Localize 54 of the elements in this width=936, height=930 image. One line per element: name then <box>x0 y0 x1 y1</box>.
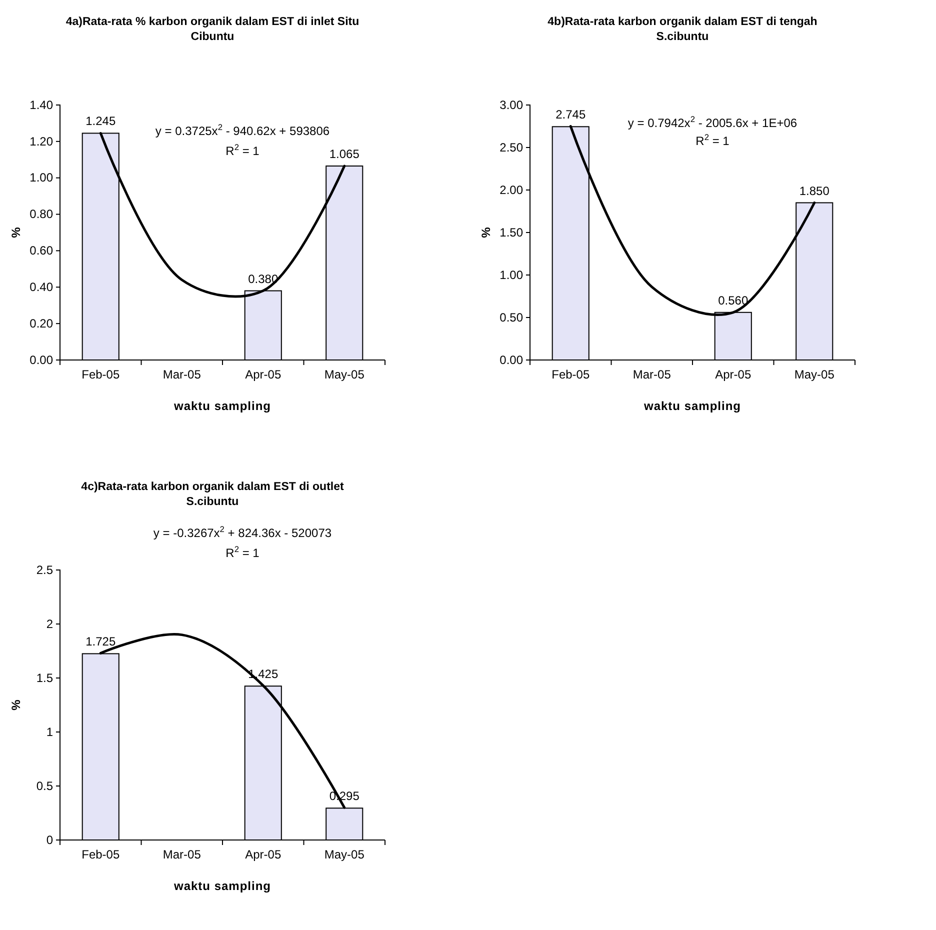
y-tick-label: 0.5 <box>36 778 54 793</box>
y-tick-label: 3.00 <box>500 98 524 112</box>
x-tick-label: May-05 <box>324 848 365 862</box>
x-axis-title: waktu sampling <box>642 399 742 413</box>
y-tick-label: 0.40 <box>30 280 54 294</box>
x-tick-label: Apr-05 <box>245 368 282 382</box>
x-tick-label: Feb-05 <box>82 368 120 382</box>
x-tick-label: Mar-05 <box>632 368 672 382</box>
y-tick-label: 1.20 <box>30 134 54 148</box>
data-label: 0.560 <box>718 293 748 308</box>
y-tick-label: 1.40 <box>30 98 54 112</box>
y-tick-label: 0.20 <box>30 316 54 330</box>
x-tick-label: Apr-05 <box>715 368 752 382</box>
annotation: y = 0.3725x$^{2}$ - 940.62x + 593806 <box>155 122 330 138</box>
x-tick-label: Mar-05 <box>162 848 202 862</box>
y-tick-label: 1.50 <box>500 225 524 240</box>
y-tick-label: 0.00 <box>500 352 524 367</box>
annotation: R$^{2}$ = 1 <box>226 142 260 158</box>
x-tick-label: Feb-05 <box>82 848 120 862</box>
x-tick-label: Mar-05 <box>162 368 202 382</box>
x-axis-title: waktu sampling <box>172 399 272 413</box>
y-tick-label: 0.60 <box>30 244 54 258</box>
y-axis-title: % <box>479 226 493 238</box>
y-tick-label: 0.50 <box>500 310 524 324</box>
chart-title: 4b)Rata-rata karbon organik dalam EST di tengah S.cibuntu <box>548 16 818 43</box>
y-tick-label: 2 <box>46 616 54 631</box>
y-tick-label: 1.5 <box>36 670 54 685</box>
data-label: 1.065 <box>329 147 360 162</box>
x-tick-label: Feb-05 <box>552 368 590 382</box>
text: R$^{2}$ = 1 <box>226 544 260 560</box>
y-tick-label: 0 <box>46 832 54 847</box>
chart-title: 4a)Rata-rata % karbon organik dalam EST di inlet Situ Cibuntu <box>66 16 360 43</box>
data-label: 1.245 <box>86 114 116 128</box>
data-label: 2.745 <box>556 108 586 122</box>
x-tick-label: Apr-05 <box>245 848 282 862</box>
annotation: R$^{2}$ = 1 <box>696 132 730 148</box>
y-tick-label: 1.00 <box>30 170 54 185</box>
annotation: y = 0.7942x$^{2}$ - 2005.6x + 1E+06 <box>628 114 798 130</box>
y-tick-label: 1.00 <box>500 268 524 282</box>
y-tick-label: 0.00 <box>30 352 54 367</box>
y-axis-title: % <box>9 699 23 710</box>
text: y = -0.3267x$^{2}$ + 824.36x - 520073 <box>153 524 332 540</box>
y-tick-label: 0.80 <box>30 207 54 222</box>
y-tick-label: 2.5 <box>36 562 54 577</box>
data-label: 1.850 <box>799 184 830 198</box>
y-tick-label: 2.00 <box>500 182 524 197</box>
x-axis-title: waktu sampling <box>172 879 272 893</box>
y-tick-label: 2.50 <box>500 140 524 154</box>
x-tick-label: May-05 <box>324 368 365 382</box>
data-label: 1.725 <box>86 634 116 649</box>
chart-title: 4c)Rata-rata karbon organik dalam EST di outlet S.cibuntu <box>81 481 344 508</box>
x-tick-label: May-05 <box>794 368 835 382</box>
y-axis-title: % <box>9 226 23 238</box>
y-tick-label: 1 <box>46 724 54 739</box>
